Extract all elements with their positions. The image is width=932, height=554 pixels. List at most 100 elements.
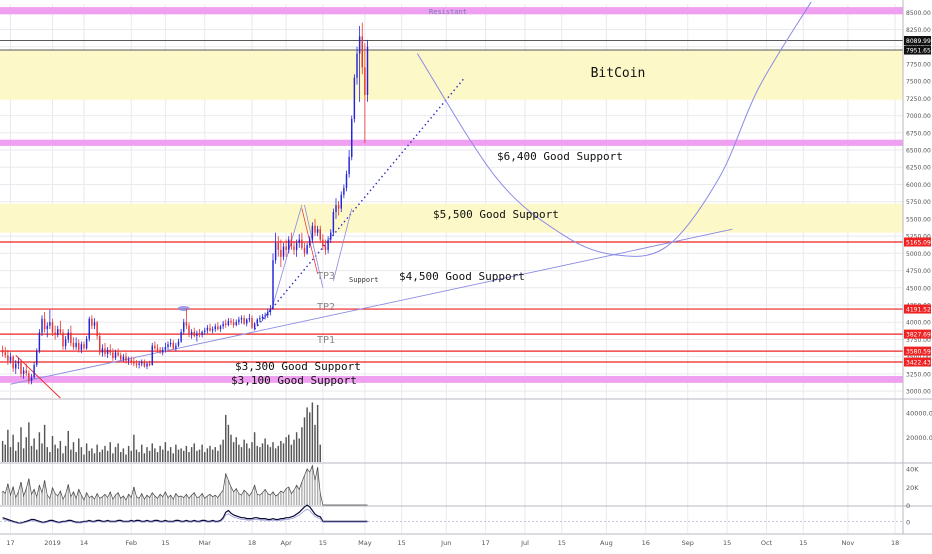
candle-body-75: [198, 333, 201, 335]
candle-body-34: [91, 318, 93, 326]
ma-bar-84: [222, 490, 224, 505]
ma-bar-17: [46, 495, 48, 505]
ma-bar-43: [114, 495, 117, 505]
candle-body-111: [293, 246, 295, 250]
candle-body-67: [177, 341, 180, 346]
ma-bar-87: [230, 486, 232, 505]
volume-bar-28: [75, 452, 77, 462]
price-badge-bg-6: [904, 357, 931, 367]
candle-body-114: [301, 239, 303, 248]
candle-body-47: [125, 356, 127, 361]
ma-bar-69: [183, 497, 185, 505]
candle-body-31: [83, 344, 85, 349]
volume-bar-67: [177, 449, 180, 462]
price-tick-7: 6750.00: [906, 130, 931, 137]
candle-body-15: [41, 318, 43, 333]
volume-bar-17: [46, 447, 48, 462]
candle-body-69: [183, 322, 185, 332]
ma-bar-67: [177, 496, 180, 505]
ma-bar-55: [146, 495, 148, 505]
candle-body-32: [85, 338, 88, 349]
volume-bar-71: [188, 452, 190, 462]
volume-bar-113: [298, 438, 300, 462]
candle-body-10: [28, 373, 30, 381]
ma-bar-111: [293, 490, 295, 505]
support-6400-label: $6,400 Good Support: [497, 150, 623, 163]
price-badge-bg-3: [904, 304, 931, 314]
support-3100-label: $3,100 Good Support: [231, 374, 357, 387]
candle-body-125: [330, 232, 332, 240]
time-tick-22: 18: [891, 539, 899, 547]
ma-bar-47: [125, 500, 127, 505]
candle-body-39: [104, 348, 106, 354]
candle-body-76: [201, 331, 203, 335]
ma-bar-95: [251, 491, 253, 505]
price-badge-text-0: 8089.99: [906, 38, 931, 45]
candle-body-131: [345, 174, 348, 188]
volume-bar-7: [20, 427, 22, 462]
volume-bar-81: [214, 447, 216, 462]
volume-bar-63: [167, 450, 169, 462]
price-tick-13: 5250.00: [906, 234, 931, 241]
candle-body-48: [127, 359, 130, 361]
candle-body-137: [361, 36, 363, 68]
volume-bar-44: [117, 443, 119, 462]
candle-body-36: [96, 322, 98, 337]
ma-bar-91: [240, 495, 243, 505]
price-tick-3: 7750.00: [906, 61, 931, 68]
arrow-up-2: [332, 208, 353, 282]
candle-body-116: [306, 245, 308, 254]
volume-bar-15: [41, 443, 43, 462]
ma-bar-8: [22, 495, 25, 505]
price-badge-text-5: 3580.59: [906, 349, 931, 356]
candle-body-97: [256, 319, 258, 324]
volume-bar-50: [133, 434, 135, 462]
ma-bar-61: [162, 496, 164, 505]
ma-bar-116: [306, 468, 308, 505]
volume-bar-33: [88, 450, 90, 462]
ma-bar-80: [211, 496, 214, 505]
ma-bar-94: [248, 495, 251, 505]
volume-bar-104: [274, 448, 277, 462]
volume-bar-54: [143, 453, 146, 462]
candle-body-59: [156, 348, 159, 350]
ma-bar-60: [159, 494, 161, 505]
volume-bar-16: [43, 424, 46, 462]
volume-bar-35: [93, 453, 96, 462]
ma-bar-63: [167, 497, 169, 505]
candle-body-56: [148, 363, 151, 365]
price-tick-10: 6000.00: [906, 182, 931, 189]
ma-bar-81: [214, 495, 216, 505]
candle-body-123: [324, 246, 327, 250]
ma-bar-42: [112, 499, 114, 505]
ma-bar-99: [261, 492, 264, 505]
time-tick-12: 17: [481, 539, 489, 547]
volume-bar-96: [253, 432, 256, 462]
ma-bar-19: [51, 487, 54, 505]
ma-bar-16: [43, 480, 46, 505]
ma-bar-27: [72, 491, 75, 505]
volume-bar-65: [172, 453, 174, 462]
oscillator-signal-line: [2, 508, 368, 525]
ma-bar-30: [80, 495, 83, 505]
volume-bar-116: [306, 407, 308, 462]
price-badge-bg-1: [904, 45, 931, 55]
candle-body-13: [36, 351, 38, 365]
levels-layer: [0, 40, 903, 363]
ma-bar-64: [169, 495, 172, 505]
zones-layer: [0, 7, 903, 383]
time-tick-13: Jul: [520, 539, 529, 547]
volume-bar-23: [62, 453, 64, 462]
ma-bar-59: [156, 498, 159, 505]
candle-body-109: [288, 239, 290, 250]
volume-bar-106: [280, 440, 282, 462]
ma-bar-28: [75, 498, 77, 505]
ma-bar-34: [91, 495, 93, 505]
volume-bar-112: [295, 432, 298, 462]
volume-bar-74: [196, 450, 198, 462]
ma-bar-18: [49, 498, 51, 505]
volume-bar-40: [106, 450, 109, 462]
volume-bar-109: [288, 434, 290, 462]
ma-bar-10: [28, 478, 30, 505]
